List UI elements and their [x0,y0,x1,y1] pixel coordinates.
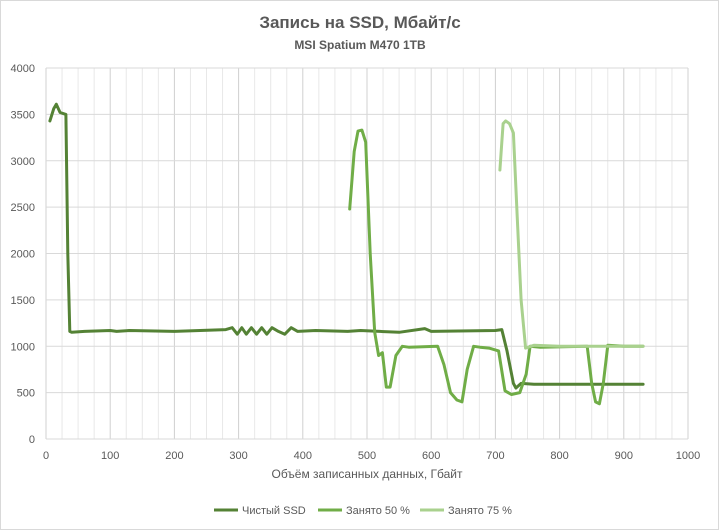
x-tick-label: 400 [294,450,312,462]
x-tick-label: 900 [615,450,633,462]
y-tick-label: 2500 [11,202,35,214]
legend-label: Занято 75 % [448,505,512,517]
x-tick-label: 100 [101,450,119,462]
x-tick-label: 600 [422,450,440,462]
series-line-1 [48,102,645,390]
x-tick-label: 500 [358,450,376,462]
x-tick-label: 300 [229,450,247,462]
y-tick-label: 500 [17,388,35,400]
y-tick-label: 0 [29,434,35,446]
legend-label: Занято 50 % [346,505,410,517]
y-tick-label: 3500 [11,109,35,121]
series-line-3 [498,119,645,350]
x-tick-label: 0 [43,450,49,462]
y-tick-label: 2000 [11,249,35,261]
x-tick-label: 800 [550,450,568,462]
y-tick-label: 3000 [11,156,35,168]
x-tick-label: 700 [486,450,504,462]
x-axis-label: Объём записанных данных, Гбайт [271,467,463,481]
legend-label: Чистый SSD [242,505,306,517]
x-tick-label: 200 [165,450,183,462]
chart-subtitle: MSI Spatium M470 1TB [294,38,426,52]
chart-title: Запись на SSD, Мбайт/с [259,13,460,32]
y-tick-label: 4000 [11,63,35,75]
x-tick-label: 1000 [676,450,700,462]
y-tick-label: 1000 [11,341,35,353]
series-line-2 [348,128,645,406]
y-tick-label: 1500 [11,295,35,307]
